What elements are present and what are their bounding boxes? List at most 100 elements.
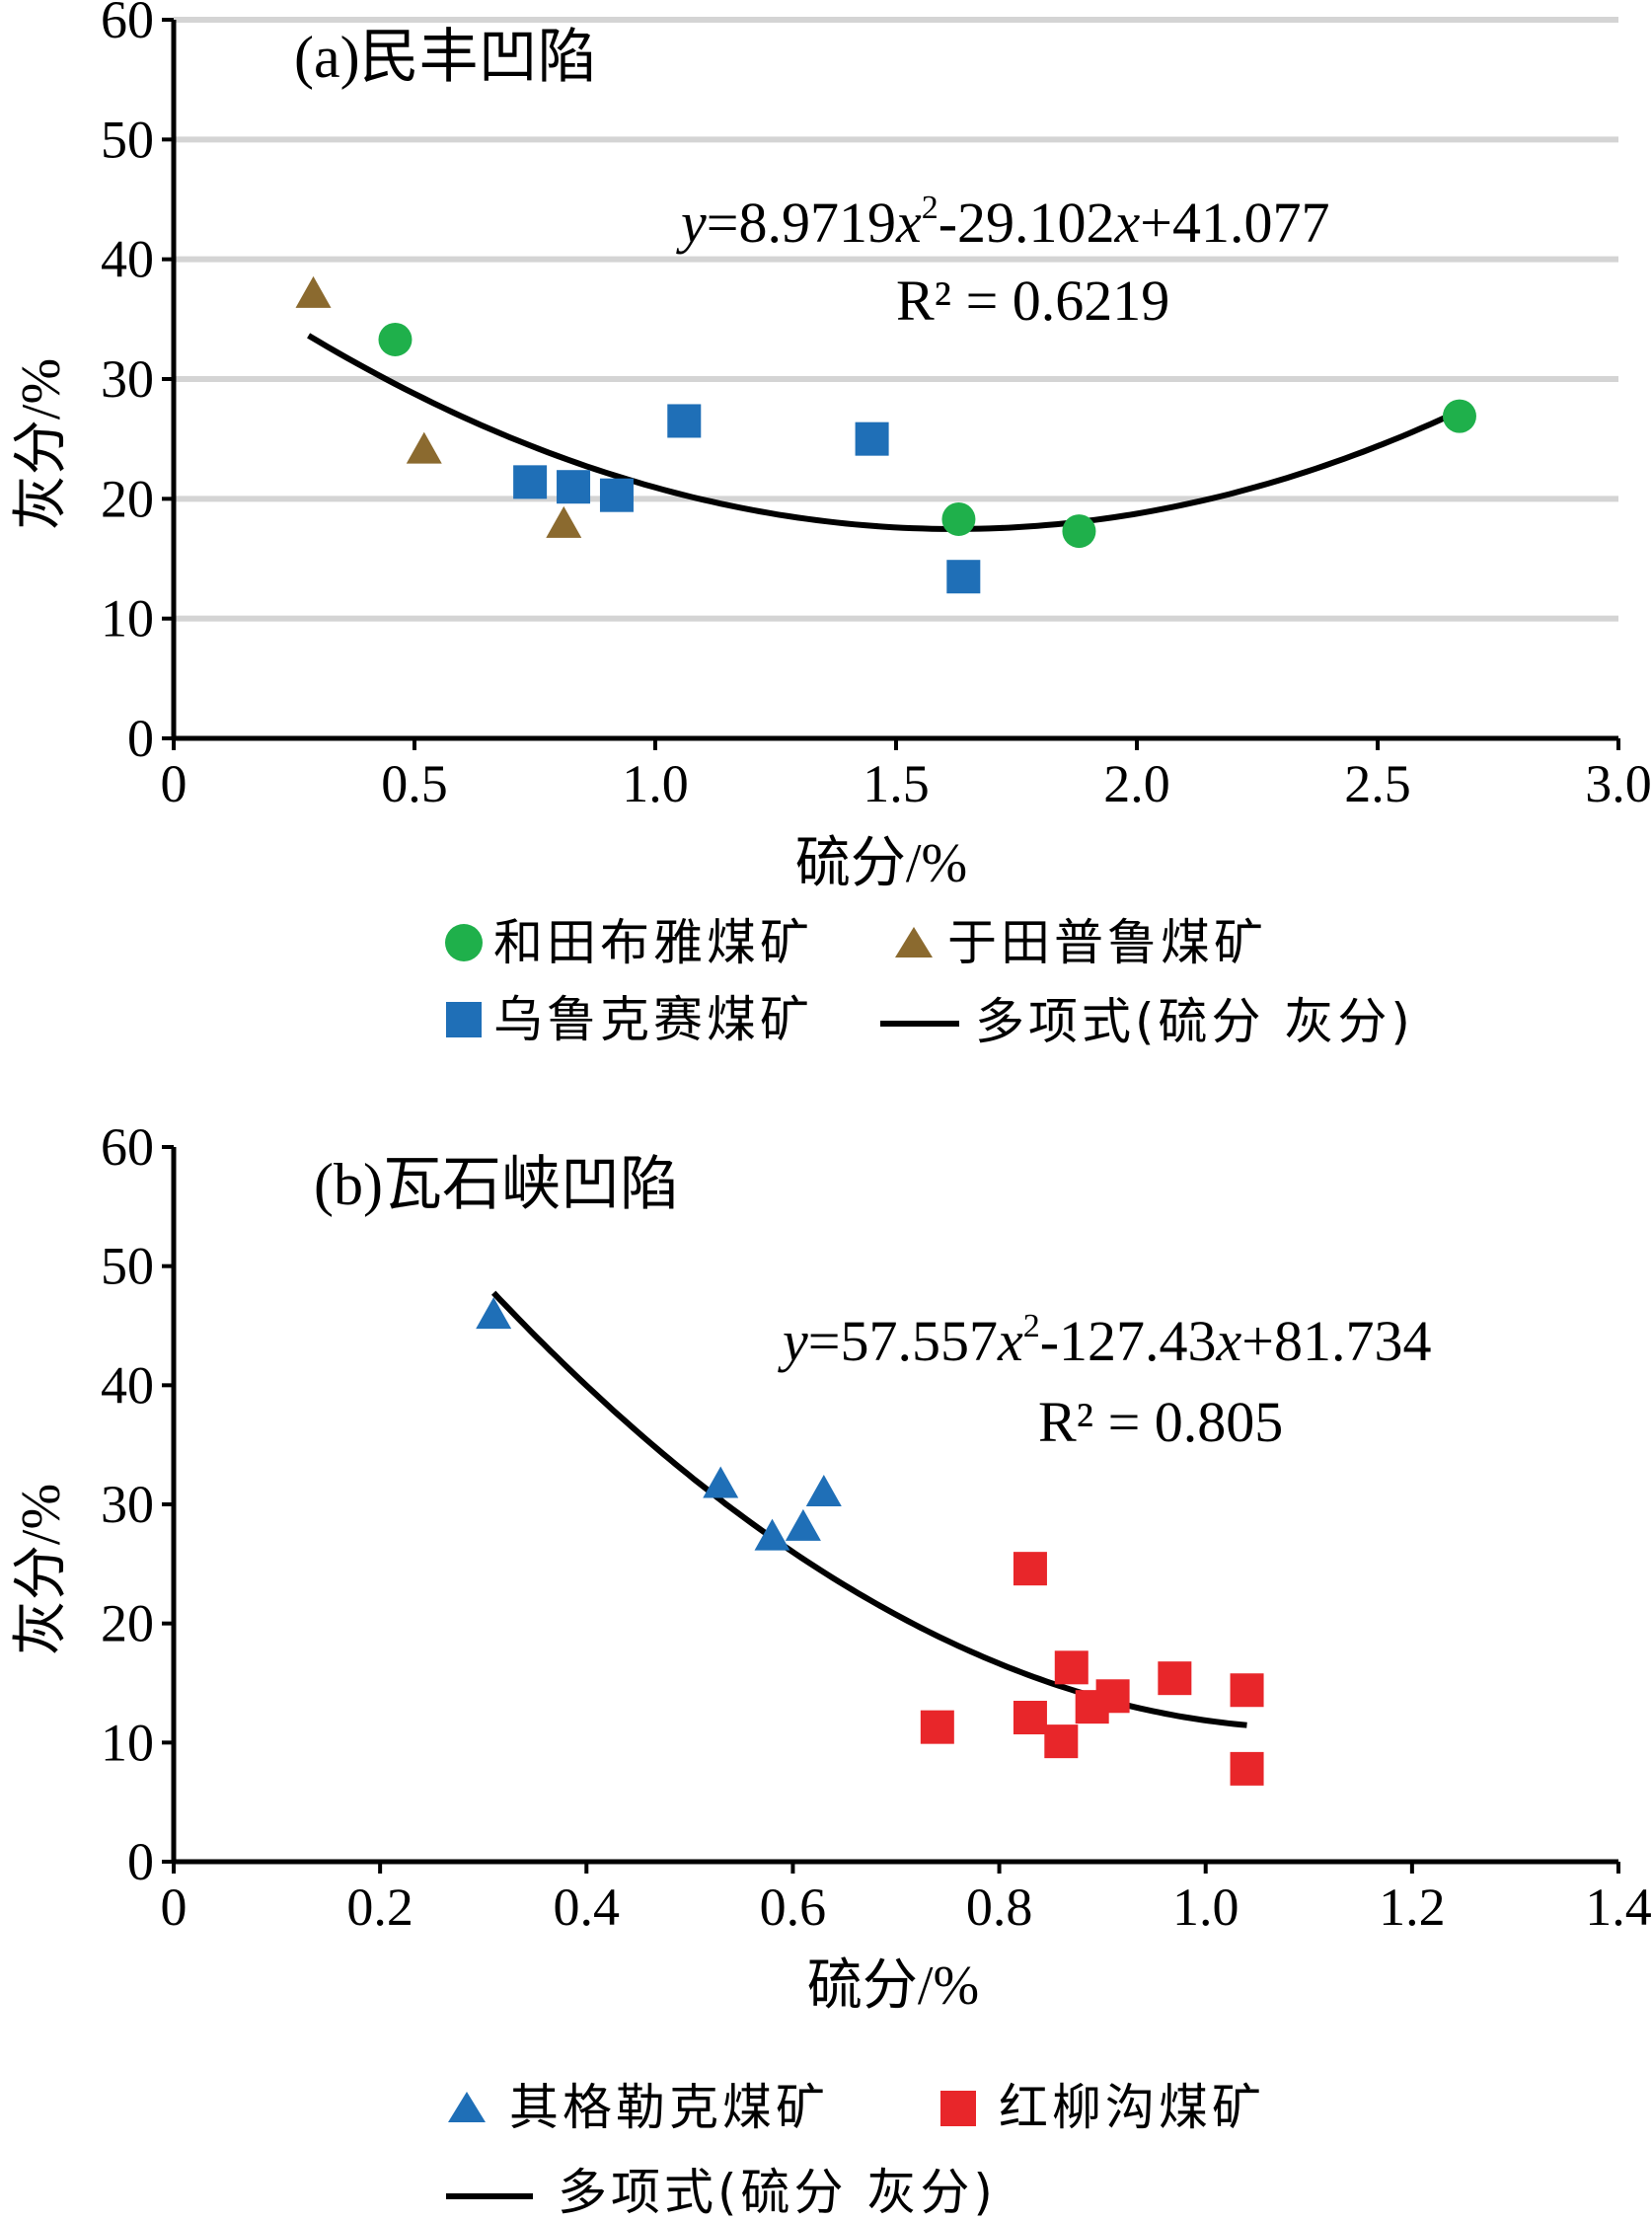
y-tick-label-b-3: 30 (101, 1475, 154, 1534)
point-a-s2-1 (557, 470, 591, 504)
point-b-s1-7 (1158, 1661, 1192, 1696)
y-axis-title-b: 灰分/% (11, 1484, 72, 1655)
eq-b-x2: x (1216, 1309, 1242, 1373)
y-tick-label-b-2: 20 (101, 1594, 154, 1653)
eq-a-2: -29.102 (939, 191, 1115, 255)
point-a-s0-3 (1442, 399, 1476, 433)
eq-b-y: y (778, 1309, 808, 1373)
x-tick-label-b-6: 1.2 (1379, 1877, 1446, 1937)
panel-title-b: (b)瓦石峡凹陷 (314, 1152, 679, 1217)
x-tick-label-a-3: 1.5 (863, 754, 930, 813)
point-a-s0-2 (1062, 514, 1096, 549)
point-b-s1-3 (1044, 1724, 1079, 1759)
legend-label-b-0: 其格勒克煤矿 (509, 2079, 829, 2136)
axes-b (171, 1147, 1618, 1865)
legend-label-b-2: 多项式(硫分 灰分) (558, 2164, 997, 2221)
legend-label-b-1: 红柳沟煤矿 (999, 2079, 1265, 2136)
point-b-s1-6 (1095, 1679, 1130, 1714)
eq-b-sup: 2 (1023, 1308, 1040, 1344)
point-a-s2-5 (946, 560, 981, 594)
y-tick-label-a-3: 30 (101, 349, 154, 409)
x-tick-label-a-5: 2.5 (1344, 754, 1411, 813)
point-a-s2-2 (599, 478, 634, 512)
point-b-s1-8 (1230, 1673, 1264, 1708)
point-a-s1-1 (406, 431, 442, 464)
y-tick-label-a-0: 0 (127, 709, 154, 768)
eq-a-x2: x (1114, 191, 1141, 255)
legend-label-a-1: 于田普鲁煤矿 (947, 914, 1267, 971)
point-b-s1-0 (920, 1710, 954, 1744)
x-tick-label-b-1: 0.2 (346, 1877, 413, 1937)
y-tick-label-b-4: 40 (101, 1355, 154, 1415)
y-tick-label-a-1: 10 (101, 589, 154, 649)
x-tick-label-b-7: 1.4 (1585, 1877, 1652, 1937)
eq-b-3: +81.734 (1241, 1309, 1431, 1373)
x-tick-label-b-4: 0.8 (966, 1877, 1033, 1937)
point-a-s1-2 (546, 505, 582, 538)
point-b-s1-1 (1013, 1552, 1047, 1586)
point-b-s0-3 (785, 1508, 821, 1541)
y-tick-label-a-2: 20 (101, 469, 154, 528)
x-tick-label-a-0: 0 (161, 754, 188, 813)
x-tick-label-a-2: 1.0 (622, 754, 689, 813)
equation-a: y=8.9719x2-29.102x+41.077 (676, 190, 1330, 255)
r2-label-a: R² = 0.6219 (896, 268, 1169, 333)
x-tick-label-a-6: 3.0 (1585, 754, 1652, 813)
point-a-s2-0 (513, 465, 548, 499)
y-tick-label-a-5: 50 (101, 110, 154, 169)
legend-label-a-2: 乌鲁克赛煤矿 (493, 991, 813, 1048)
y-tick-label-a-4: 40 (101, 230, 154, 289)
y-tick-label-b-6: 60 (101, 1117, 154, 1177)
panel-b: 0 10 20 30 40 50 60 0 0.2 0.4 0.6 0.8 1.0 1.2 1.4 (b)… (11, 1117, 1652, 2221)
legend-label-a-3: 多项式(硫分 灰分) (975, 993, 1414, 1050)
y-tick-label-a-6: 60 (101, 0, 154, 49)
eq-a-1: =8.9719 (707, 191, 896, 255)
x-tick-label-b-5: 1.0 (1172, 1877, 1239, 1937)
point-b-s1-4 (1054, 1650, 1089, 1685)
eq-b-2: -127.43 (1040, 1309, 1217, 1373)
equation-b: y=57.557x2-127.43x+81.734 (778, 1308, 1432, 1373)
legend-circle-marker (445, 924, 483, 961)
eq-b-x1: x (997, 1309, 1023, 1373)
point-b-s0-2 (754, 1518, 790, 1551)
legend-a: 和田布雅煤矿 于田普鲁煤矿 乌鲁克赛煤矿 多项式(硫分 灰分) (445, 914, 1414, 1050)
legend-b: 其格勒克煤矿 红柳沟煤矿 多项式(硫分 灰分) (446, 2079, 1265, 2221)
point-a-s2-4 (855, 421, 889, 456)
legend-label-a-0: 和田布雅煤矿 (493, 914, 813, 971)
x-ticks-b: 0 0.2 0.4 0.6 0.8 1.0 1.2 1.4 (161, 1862, 1652, 1937)
fit-curve-a (307, 333, 1462, 532)
point-b-s1-9 (1230, 1751, 1264, 1786)
eq-a-3: +41.077 (1140, 191, 1329, 255)
x-tick-label-a-4: 2.0 (1103, 754, 1170, 813)
x-axis-title-b: 硫分/% (807, 1955, 979, 2017)
x-ticks-a: 0 0.5 1.0 1.5 2.0 2.5 3.0 (161, 738, 1652, 813)
x-axis-title-a: 硫分/% (795, 833, 967, 894)
point-a-s1-0 (295, 275, 332, 308)
fit-line-a (307, 333, 1462, 532)
panel-a: 0 10 20 30 40 50 60 0 0.5 1.0 1.5 2.0 2.5 3.0 (a)民丰凹… (11, 0, 1652, 1050)
y-ticks-b: 0 10 20 30 40 50 60 (101, 1117, 174, 1891)
legend-square-marker (446, 1002, 482, 1037)
point-b-s0-1 (703, 1466, 739, 1498)
x-tick-label-b-0: 0 (161, 1877, 188, 1937)
legend-triangle-marker (895, 927, 933, 957)
grid-a (174, 17, 1618, 622)
legend-triangle-marker (448, 2092, 486, 2122)
legend-square-marker (940, 2091, 976, 2126)
y-tick-label-b-0: 0 (127, 1832, 154, 1891)
y-tick-label-b-5: 50 (101, 1237, 154, 1296)
points-a (295, 275, 1476, 594)
panel-title-a: (a)民丰凹陷 (294, 25, 597, 90)
eq-a-x1: x (895, 191, 922, 255)
point-a-s0-0 (378, 322, 413, 356)
y-axis-title-a: 灰分/% (11, 358, 72, 530)
point-a-s2-3 (667, 404, 702, 438)
x-tick-label-a-1: 0.5 (381, 754, 448, 813)
y-tick-label-b-1: 10 (101, 1713, 154, 1772)
x-tick-label-b-2: 0.4 (554, 1877, 621, 1937)
point-b-s0-0 (476, 1297, 512, 1330)
point-b-s0-4 (805, 1474, 842, 1506)
x-tick-label-b-3: 0.6 (760, 1877, 827, 1937)
point-b-s1-2 (1013, 1700, 1047, 1734)
